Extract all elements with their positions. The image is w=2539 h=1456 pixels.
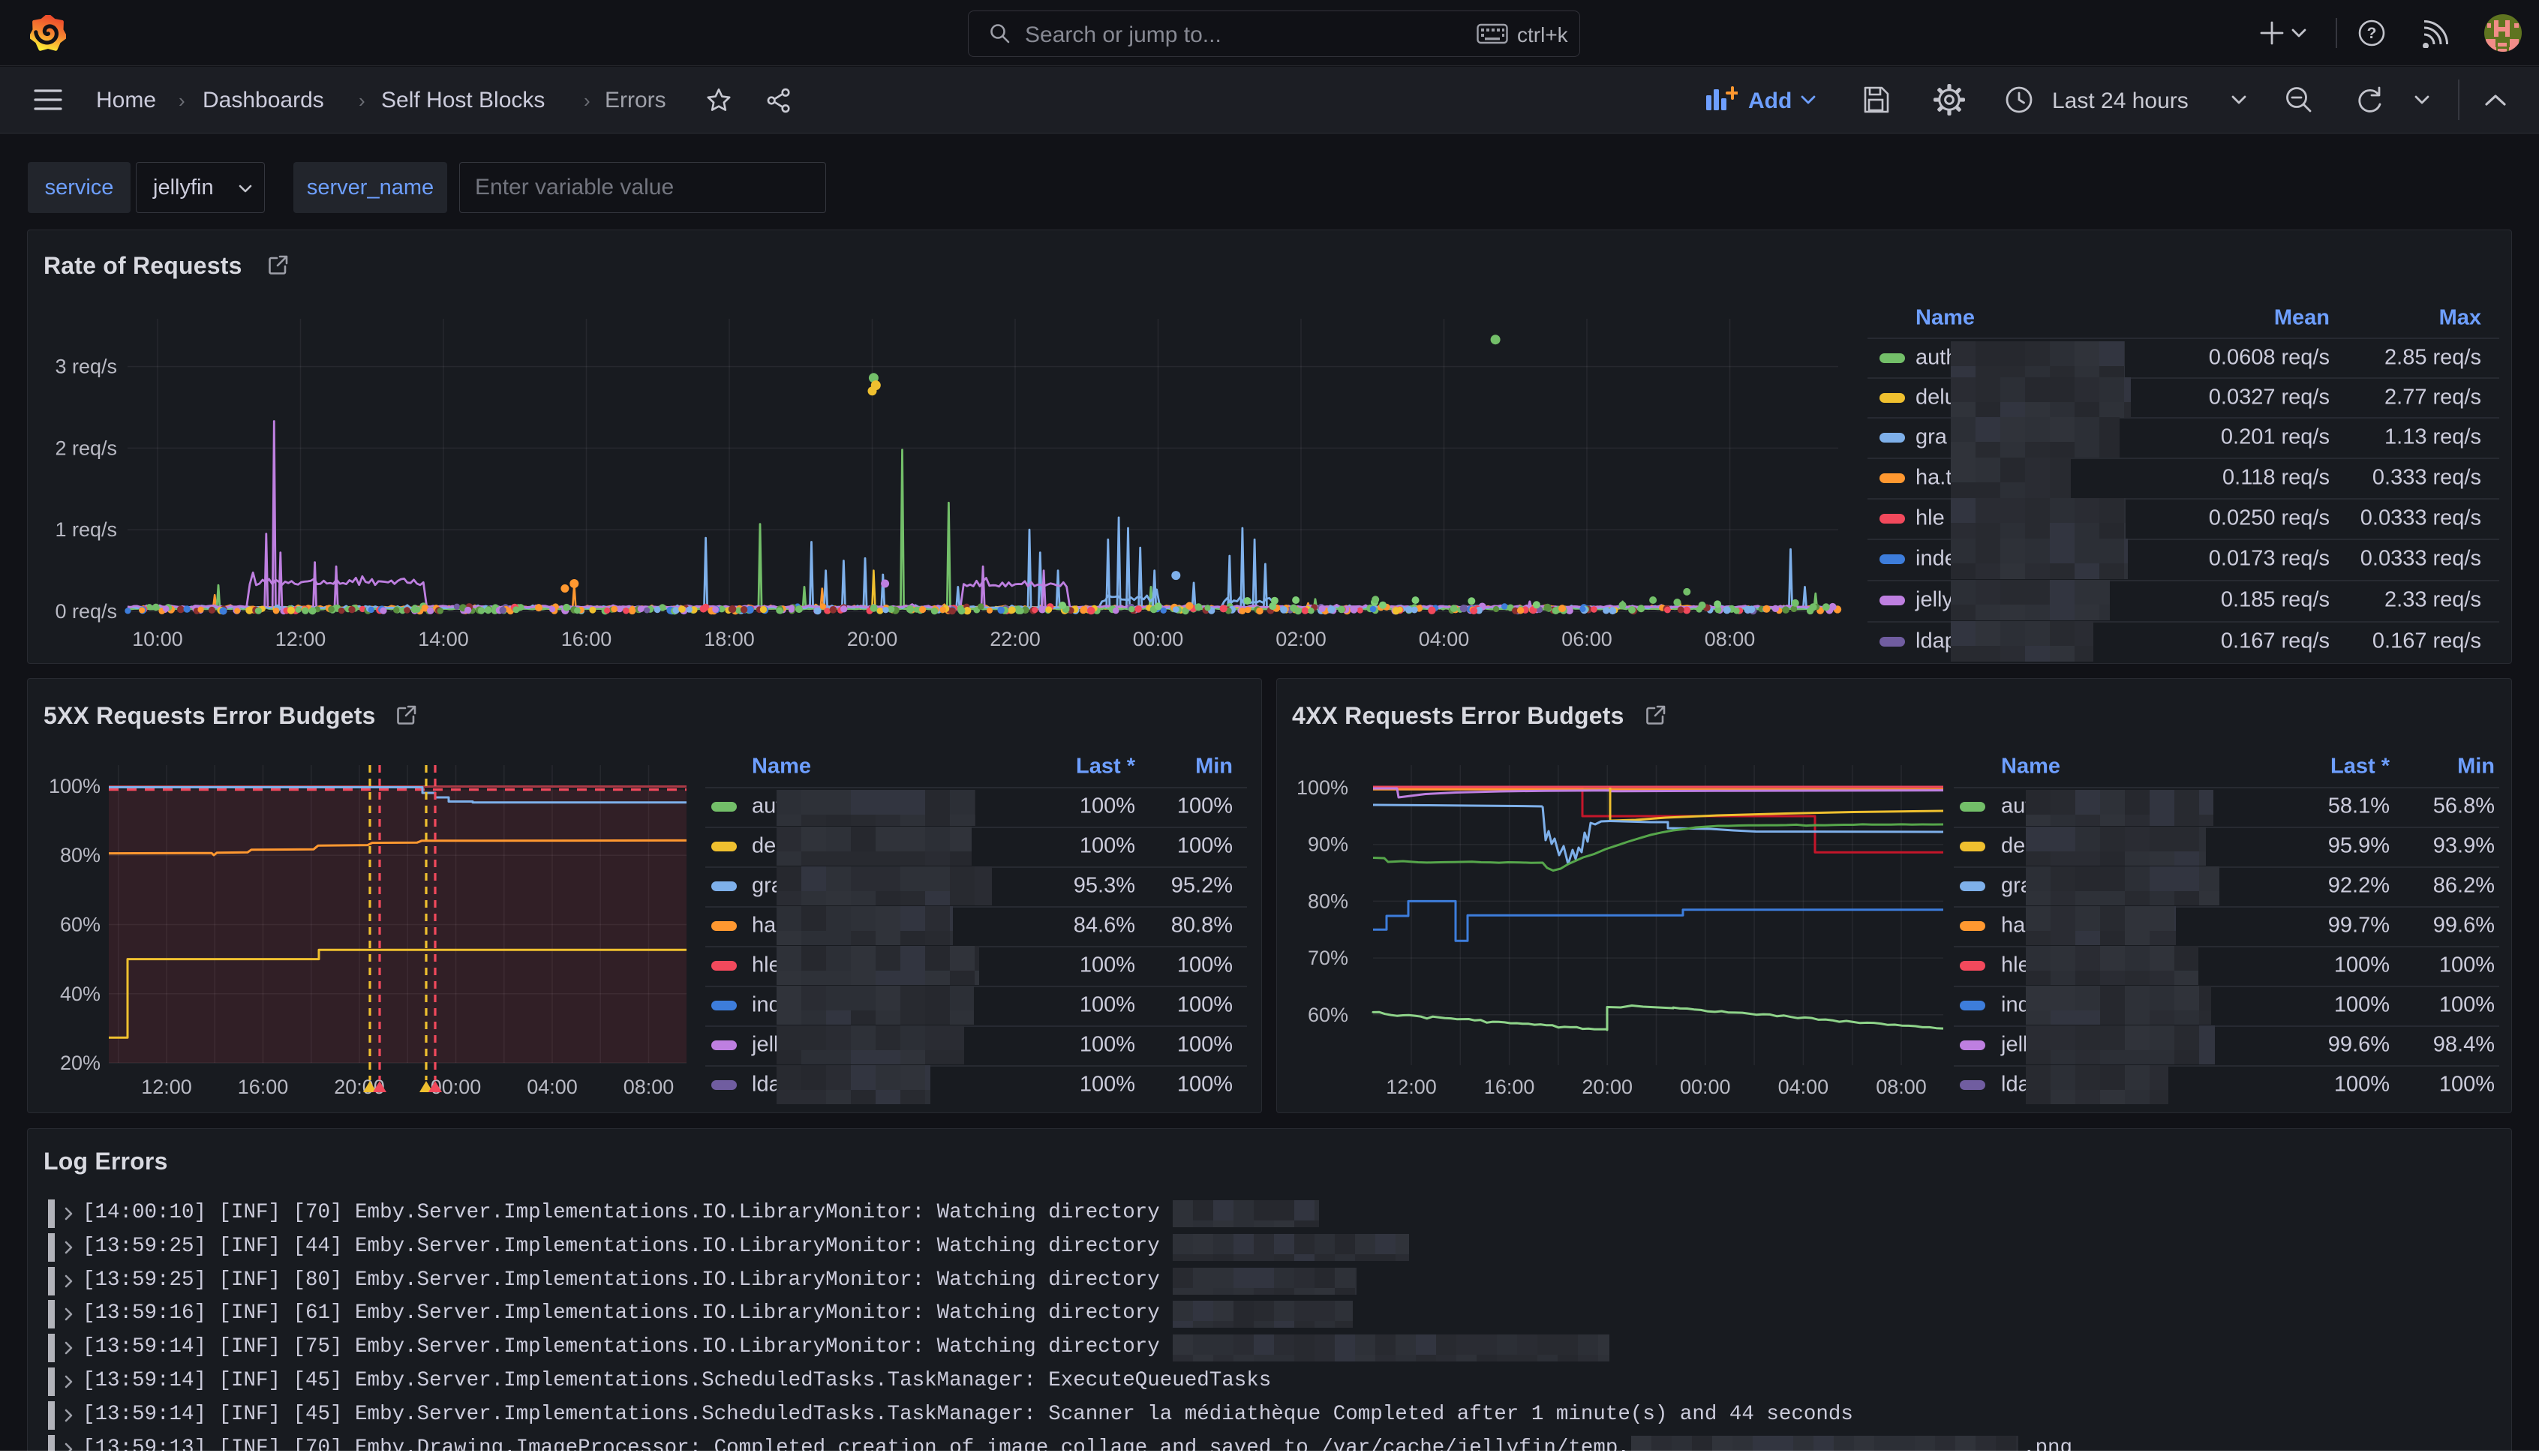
svg-text:04:00: 04:00	[1778, 1076, 1829, 1098]
svg-text:12:00: 12:00	[141, 1076, 192, 1098]
svg-text:08:00: 08:00	[1705, 628, 1756, 650]
svg-text:12:00: 12:00	[275, 628, 326, 650]
svg-text:3 req/s: 3 req/s	[55, 356, 117, 378]
svg-text:90%: 90%	[1308, 833, 1348, 856]
svg-text:16:00: 16:00	[1484, 1076, 1535, 1098]
svg-text:60%: 60%	[1308, 1004, 1348, 1026]
svg-text:?: ?	[2367, 25, 2377, 42]
svg-text:70%: 70%	[1308, 947, 1348, 969]
svg-text:1 req/s: 1 req/s	[55, 518, 117, 541]
svg-text:16:00: 16:00	[238, 1076, 289, 1098]
svg-text:10:00: 10:00	[132, 628, 183, 650]
svg-text:14:00: 14:00	[418, 628, 469, 650]
svg-text:00:00: 00:00	[431, 1076, 482, 1098]
svg-text:06:00: 06:00	[1561, 628, 1612, 650]
svg-text:20:00: 20:00	[1582, 1076, 1633, 1098]
svg-text:00:00: 00:00	[1133, 628, 1184, 650]
svg-text:60%: 60%	[60, 914, 101, 936]
svg-text:18:00: 18:00	[704, 628, 755, 650]
svg-text:04:00: 04:00	[527, 1076, 578, 1098]
svg-text:00:00: 00:00	[1680, 1076, 1731, 1098]
svg-text:0 req/s: 0 req/s	[55, 600, 117, 623]
svg-text:16:00: 16:00	[561, 628, 612, 650]
svg-text:40%: 40%	[60, 983, 101, 1005]
svg-text:80%: 80%	[60, 844, 101, 866]
svg-text:22:00: 22:00	[990, 628, 1041, 650]
svg-text:02:00: 02:00	[1276, 628, 1327, 650]
svg-text:100%: 100%	[49, 775, 101, 797]
svg-text:2 req/s: 2 req/s	[55, 437, 117, 459]
svg-text:08:00: 08:00	[623, 1076, 675, 1098]
svg-text:08:00: 08:00	[1876, 1076, 1927, 1098]
svg-text:20:00: 20:00	[847, 628, 898, 650]
svg-text:20%: 20%	[60, 1052, 101, 1074]
svg-text:100%: 100%	[1297, 776, 1348, 799]
svg-text:12:00: 12:00	[1386, 1076, 1437, 1098]
svg-text:04:00: 04:00	[1419, 628, 1470, 650]
svg-text:80%: 80%	[1308, 890, 1348, 912]
